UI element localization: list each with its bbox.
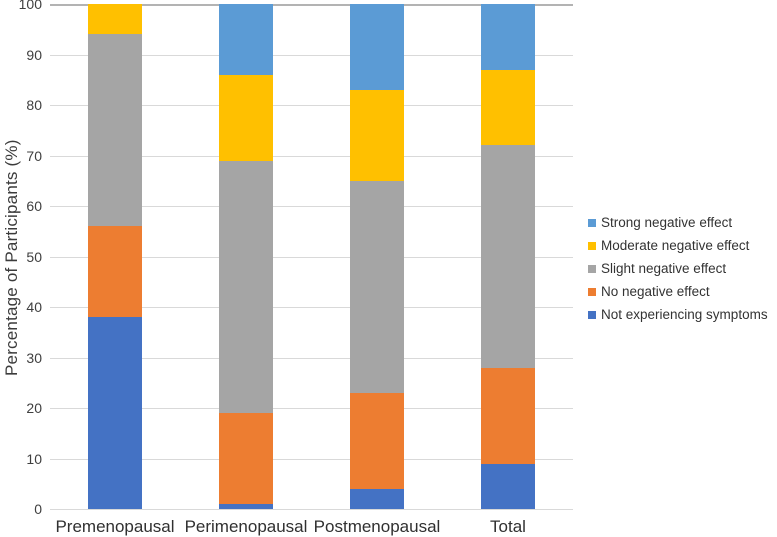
gridline-y-50 xyxy=(50,257,573,258)
x-category-label-total: Total xyxy=(490,517,526,536)
legend-item-label: Slight negative effect xyxy=(601,261,727,276)
legend-item-strong-negative-effect: Strong negative effect xyxy=(588,211,768,234)
gridline-y-30 xyxy=(50,358,573,359)
legend-item-moderate-negative-effect: Moderate negative effect xyxy=(588,234,768,257)
bar-segment-total-no-negative-effect xyxy=(481,368,535,464)
x-category-label-perimenopausal: Perimenopausal xyxy=(184,517,308,536)
y-tick-label-70: 70 xyxy=(26,148,42,164)
gridline-y-10 xyxy=(50,459,573,460)
legend-item-not-experiencing-symptoms: Not experiencing symptoms xyxy=(588,303,768,326)
bar-segment-total-strong-negative-effect xyxy=(481,4,535,70)
y-tick-label-90: 90 xyxy=(26,47,42,63)
y-tick-label-100: 100 xyxy=(18,0,42,12)
legend-swatch-slight-negative-effect xyxy=(588,264,596,273)
legend-swatch-no-negative-effect xyxy=(588,287,596,296)
bar-segment-perimenopausal-no-negative-effect xyxy=(219,413,273,504)
legend-item-no-negative-effect: No negative effect xyxy=(588,280,768,303)
bar-segment-perimenopausal-strong-negative-effect xyxy=(219,4,273,75)
legend-swatch-moderate-negative-effect xyxy=(588,241,596,250)
bar-segment-perimenopausal-slight-negative-effect xyxy=(219,161,273,413)
y-tick-label-20: 20 xyxy=(26,400,42,416)
x-category-label-premenopausal: Premenopausal xyxy=(55,517,175,536)
x-category-label-postmenopausal: Postmenopausal xyxy=(313,517,441,536)
bar-segment-perimenopausal-not-experiencing-symptoms xyxy=(219,504,273,509)
gridline-y-70 xyxy=(50,156,573,157)
bar-segment-postmenopausal-slight-negative-effect xyxy=(350,181,404,393)
legend-swatch-strong-negative-effect xyxy=(588,218,596,227)
bar-segment-postmenopausal-not-experiencing-symptoms xyxy=(350,489,404,509)
legend-item-slight-negative-effect: Slight negative effect xyxy=(588,257,768,280)
bar-segment-premenopausal-no-negative-effect xyxy=(88,226,142,317)
gridline-y-80 xyxy=(50,105,573,106)
y-tick-label-10: 10 xyxy=(26,451,42,467)
bar-segment-postmenopausal-moderate-negative-effect xyxy=(350,90,404,181)
bar-segment-postmenopausal-no-negative-effect xyxy=(350,393,404,489)
gridline-y-90 xyxy=(50,55,573,56)
y-tick-label-40: 40 xyxy=(26,299,42,315)
gridline-y-100 xyxy=(50,4,573,6)
legend-item-label: Not experiencing symptoms xyxy=(601,307,768,322)
gridline-y-40 xyxy=(50,307,573,308)
y-tick-label-80: 80 xyxy=(26,97,42,113)
bar-segment-total-slight-negative-effect xyxy=(481,145,535,368)
bar-segment-total-moderate-negative-effect xyxy=(481,70,535,145)
y-tick-label-50: 50 xyxy=(26,249,42,265)
bar-segment-postmenopausal-strong-negative-effect xyxy=(350,4,404,90)
gridline-y-0 xyxy=(50,509,573,510)
y-tick-label-60: 60 xyxy=(26,198,42,214)
legend: Strong negative effect Moderate negative … xyxy=(588,211,768,326)
gridline-y-20 xyxy=(50,408,573,409)
legend-item-label: No negative effect xyxy=(601,284,710,299)
legend-item-label: Moderate negative effect xyxy=(601,238,750,253)
bar-segment-perimenopausal-moderate-negative-effect xyxy=(219,75,273,161)
legend-item-label: Strong negative effect xyxy=(601,215,733,230)
bar-segment-premenopausal-not-experiencing-symptoms xyxy=(88,317,142,509)
bar-segment-premenopausal-slight-negative-effect xyxy=(88,34,142,226)
gridline-y-60 xyxy=(50,206,573,207)
bar-segment-premenopausal-moderate-negative-effect xyxy=(88,4,142,34)
y-tick-label-0: 0 xyxy=(34,501,42,517)
bar-segment-total-not-experiencing-symptoms xyxy=(481,464,535,509)
y-tick-label-30: 30 xyxy=(26,350,42,366)
legend-swatch-not-experiencing-symptoms xyxy=(588,310,596,319)
